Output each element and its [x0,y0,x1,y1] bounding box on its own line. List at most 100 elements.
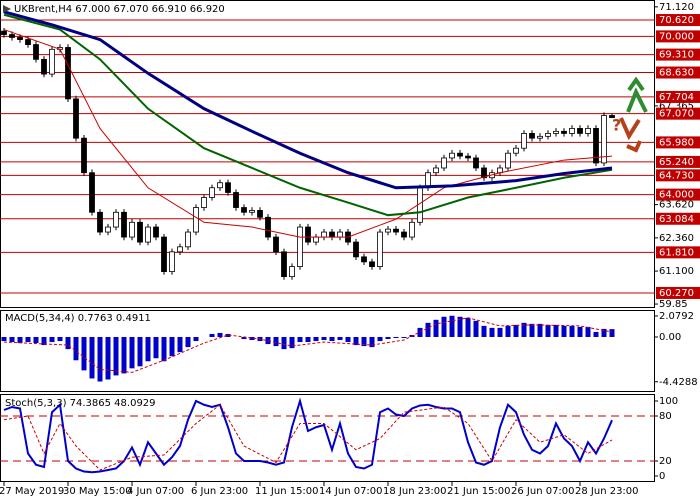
candle-body [593,128,599,164]
macd-bar [305,336,311,343]
macd-bar [401,336,407,339]
macd-bar [345,336,351,343]
macd-bar [313,336,319,342]
candle-body [17,37,23,40]
level-label: 67.704 [659,92,694,103]
candle-body [65,47,71,100]
macd-bar [369,336,375,348]
candle-body [41,58,47,75]
candle-body [89,172,95,213]
candle-body [297,226,303,267]
y-tick-label: 63.620 [659,200,694,211]
candle-body [105,226,111,233]
macd-bar [433,319,439,337]
candle-body [441,157,447,169]
candle-body [281,251,287,278]
macd-title: MACD(5,34,4) 0.7763 0.4911 [5,313,151,324]
level-label: 65.240 [659,157,694,168]
level-label-bg [656,107,700,120]
candle-body [273,236,279,253]
macd-bar [521,322,527,337]
candle-body [329,231,335,238]
macd-bar [65,336,71,350]
macd-bar [489,327,495,337]
candle-body [369,261,375,267]
candle-body [561,130,567,134]
y-tick-label: 20 [659,456,672,467]
macd-bar [361,336,367,347]
candle-body [81,137,87,174]
candle-body [313,236,319,243]
level-label: 63.084 [659,214,694,225]
candle-body [457,152,463,157]
up-arrow-head [627,76,645,92]
level-label-bg [656,90,700,103]
macd-bar [553,324,559,337]
macd-bar [57,336,63,342]
level-label-bg [656,246,700,259]
macd-panel-frame [0,310,655,392]
macd-bar [121,336,127,374]
macd-bar [545,324,551,337]
candle-body [265,216,271,238]
macd-bar [169,336,175,357]
macd-bar [145,336,151,362]
candle-body [9,34,15,38]
level-label: 65.980 [659,137,694,148]
candle-body [601,115,607,164]
level-label: 67.070 [659,109,694,120]
level-label-bg [656,14,700,27]
macd-bar [217,332,223,337]
macd-bar [337,336,343,341]
y-tick-label: 100 [659,396,678,407]
candle-body [289,266,295,278]
candle-body [249,210,255,213]
macd-bar [457,316,463,337]
candle-body [49,48,55,75]
macd-bar [25,336,31,343]
annotation: ? [612,116,621,135]
level-label-bg [656,30,700,43]
candle-body [377,231,383,267]
macd-bar [241,336,247,340]
macd-bar [609,329,615,337]
macd-bar [185,336,191,348]
y-tick-label: 80 [659,411,672,422]
candle-body [25,39,31,45]
x-tick-label: 26 Jun 07:00 [511,486,575,497]
x-tick-label: 27 May 2019 [0,486,64,497]
macd-bar [329,336,335,342]
candle-body [97,211,103,233]
macd-bar [209,333,215,337]
candle-body [361,256,367,263]
macd-bar [33,336,39,344]
level-label-bg [656,136,700,149]
macd-bar [249,336,255,341]
x-tick-label: 30 May 15:00 [63,486,132,497]
x-tick-label: 14 Jun 07:00 [319,486,383,497]
candle-body [217,182,223,189]
candle-body [449,152,455,159]
candle-body [577,128,583,134]
stoch-title: Stoch(5,3,3) 74.3865 48.0929 [5,398,156,409]
x-tick-label: 6 Jun 23:00 [191,486,248,497]
macd-bar [81,336,87,371]
candle-body [401,231,407,238]
down-arrow [619,117,641,141]
y-tick-label: 71.120 [659,2,694,13]
candle-body [201,197,207,208]
y-tick-label: 2.0792 [659,311,694,322]
level-label: 70.620 [659,15,694,26]
candle-body [321,231,327,238]
candle-body [393,228,399,233]
macd-bar [513,324,519,337]
candle-body [209,187,215,198]
candle-body [121,211,127,238]
candle-body [537,135,543,139]
macd-bar [265,336,271,345]
x-tick-label: 21 Jun 15:00 [447,486,511,497]
y-tick-label: 59.85 [659,299,688,310]
macd-bar [529,323,535,337]
candle-body [513,147,519,154]
macd-bar [161,336,167,362]
